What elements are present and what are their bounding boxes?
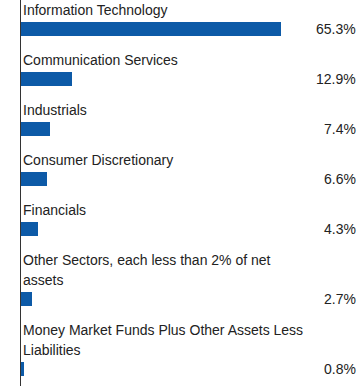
- bar: [21, 172, 47, 186]
- bar: [21, 22, 281, 36]
- axis-line: [20, 0, 21, 386]
- data-label: 6.6%: [324, 169, 356, 189]
- data-label: 12.9%: [316, 69, 356, 89]
- category-label: Consumer Discretionary: [23, 150, 313, 170]
- category-label: Communication Services: [23, 50, 313, 70]
- bar: [21, 72, 72, 86]
- data-label: 0.8%: [324, 359, 356, 379]
- data-label: 4.3%: [324, 219, 356, 239]
- category-label: Money Market Funds Plus Other Assets Les…: [23, 320, 313, 360]
- data-label: 2.7%: [324, 289, 356, 309]
- category-label: Industrials: [23, 100, 313, 120]
- category-label: Other Sectors, each less than 2% of net …: [23, 250, 313, 290]
- bar: [21, 122, 50, 136]
- data-label: 7.4%: [324, 119, 356, 139]
- category-label: Financials: [23, 200, 313, 220]
- bar: [21, 222, 38, 236]
- category-label: Information Technology: [23, 0, 313, 20]
- data-label: 65.3%: [316, 19, 356, 39]
- bar: [21, 292, 32, 306]
- bar: [21, 362, 24, 376]
